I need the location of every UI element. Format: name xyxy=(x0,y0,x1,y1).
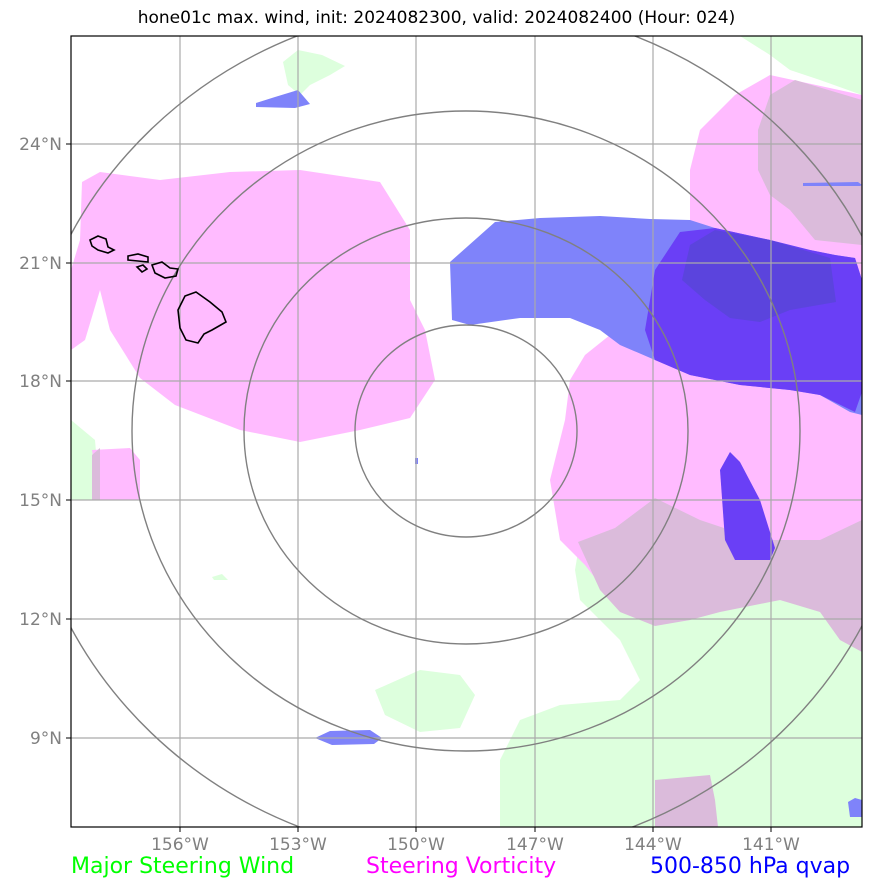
tick-marks xyxy=(66,143,772,832)
gridlines xyxy=(71,36,862,827)
lon-label: 144°W xyxy=(624,835,682,855)
legend-qvap: 500-850 hPa qvap xyxy=(650,854,851,879)
lat-label: 18°N xyxy=(19,372,62,392)
latitude-labels: 24°N 21°N 18°N 15°N 12°N 9°N xyxy=(19,135,62,749)
lat-label: 21°N xyxy=(19,254,62,274)
island-kauai xyxy=(89,235,116,254)
lon-label: 147°W xyxy=(506,835,564,855)
range-ring-2 xyxy=(243,217,689,645)
island-molokai xyxy=(135,264,149,274)
legend-steering-wind: Major Steering Wind xyxy=(71,854,295,879)
lat-label: 12°N xyxy=(19,610,62,630)
range-rings xyxy=(71,36,862,827)
island-oahu xyxy=(127,253,149,263)
plot-frame xyxy=(70,35,863,828)
lon-label: 156°W xyxy=(151,835,209,855)
lat-label: 24°N xyxy=(19,135,62,155)
map-title: hone01c max. wind, init: 2024082300, val… xyxy=(137,8,736,28)
lon-label: 153°W xyxy=(269,835,327,855)
coastline-hawaii xyxy=(89,235,228,344)
island-maui xyxy=(150,261,180,279)
range-ring-1 xyxy=(354,324,578,538)
longitude-labels: 156°W 153°W 150°W 147°W 144°W 141°W xyxy=(151,835,800,855)
overlap-layer xyxy=(92,80,862,827)
island-hawaii xyxy=(177,291,228,344)
lon-label: 141°W xyxy=(742,835,800,855)
lon-label: 150°W xyxy=(387,835,445,855)
lat-label: 15°N xyxy=(19,491,62,511)
lat-label: 9°N xyxy=(30,729,62,749)
legend-steering-vorticity: Steering Vorticity xyxy=(366,854,557,879)
range-ring-3 xyxy=(131,110,801,752)
